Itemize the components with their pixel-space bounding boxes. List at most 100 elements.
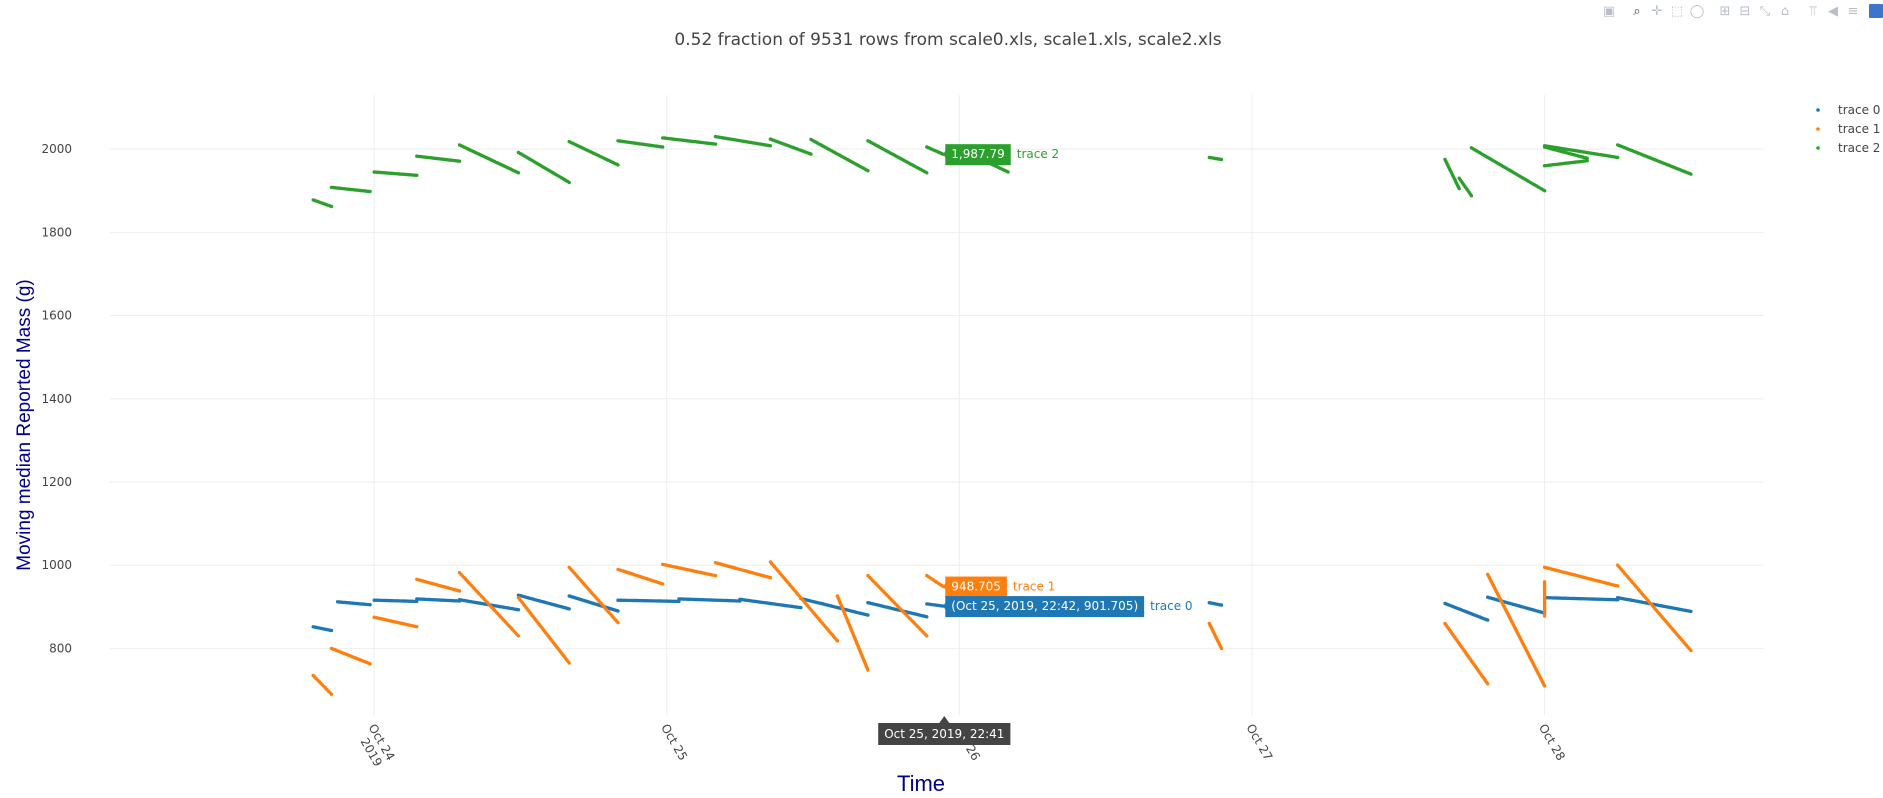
autoscale-icon[interactable]: ⤡ [1759, 3, 1771, 19]
hover-series-name: trace 1 [1013, 580, 1055, 594]
hover-series-name: trace 2 [1017, 147, 1059, 161]
data-point [1616, 155, 1620, 160]
hover-pointer [943, 601, 947, 612]
x-tick-label: Oct 28 [1536, 722, 1568, 764]
data-point [925, 615, 929, 619]
legend[interactable]: trace 0 trace 1 trace 2 [1816, 103, 1880, 155]
data-point [457, 159, 462, 163]
data-point [368, 603, 372, 607]
data-point [1616, 584, 1620, 588]
hover-compare-icon[interactable]: ≡ [1847, 3, 1859, 19]
data-point [329, 204, 334, 209]
lasso-select-icon[interactable]: ◯ [1689, 3, 1705, 19]
data-point [1486, 682, 1490, 686]
spike-lines-icon[interactable]: ⫪ [1809, 3, 1817, 19]
y-axis-title: Moving median Reported Mass (g) [14, 279, 35, 570]
data-point [1689, 172, 1693, 176]
data-point [567, 180, 571, 185]
modebar[interactable]: ▣ ⌕ ✛ ⬚ ◯ ⊞ ⊟ ⤡ ⌂ ⫪ ◀ ≡ [1591, 2, 1883, 20]
hover-box [945, 576, 1007, 598]
hover-box [945, 596, 1145, 618]
data-point [329, 628, 334, 633]
data-point [516, 608, 521, 612]
hover-value: (Oct 25, 2019, 22:42, 901.705) [951, 599, 1138, 613]
hover-labels: 1,987.79 trace 2 948.705 trace 1 (Oct 25, 20… [878, 144, 1193, 745]
hover-label: 948.705 trace 1 [943, 576, 1055, 598]
pan-icon[interactable]: ✛ [1651, 3, 1663, 19]
y-axis-ticks: 800 1000 1200 1400 1600 1800 2000 [41, 142, 72, 655]
data-points[interactable] [311, 134, 1693, 696]
legend-marker [1816, 127, 1820, 131]
data-point [415, 173, 419, 177]
modebar-group: ⊞ ⊟ ⤡ ⌂ [1715, 2, 1795, 20]
y-tick-label: 1600 [41, 309, 72, 323]
data-point [368, 662, 372, 666]
hover-x-pointer [939, 716, 950, 723]
data-point [1542, 684, 1547, 688]
legend-item[interactable]: trace 2 [1816, 141, 1880, 155]
legend-label: trace 2 [1838, 141, 1880, 155]
y-tick-label: 2000 [41, 142, 72, 156]
hover-value: 948.705 [951, 580, 1001, 594]
data-point [567, 661, 571, 665]
box-select-icon[interactable]: ⬚ [1670, 3, 1684, 19]
data-point [1689, 609, 1693, 614]
data-point [1006, 170, 1010, 174]
legend-item[interactable]: trace 1 [1816, 122, 1880, 136]
data-point [616, 163, 620, 167]
plotly-logo-icon[interactable] [1869, 4, 1883, 18]
legend-label: trace 1 [1838, 122, 1880, 136]
series-trace-2 [311, 134, 1693, 209]
zoom-out-icon[interactable]: ⊟ [1739, 3, 1751, 19]
data-point [677, 599, 681, 604]
legend-marker [1816, 108, 1820, 112]
hover-label: 1,987.79 trace 2 [943, 144, 1059, 166]
zoom-icon[interactable]: ⌕ [1633, 3, 1641, 19]
hover-label: (Oct 25, 2019, 22:42, 901.705) trace 0 [943, 596, 1193, 618]
data-point [1219, 646, 1224, 651]
data-point [925, 634, 929, 638]
data-point [809, 152, 813, 156]
data-point [329, 692, 334, 696]
hover-closest-icon[interactable]: ◀ [1828, 3, 1838, 19]
data-point [1219, 603, 1224, 607]
data-point [661, 582, 665, 586]
series-trace-0 [311, 593, 1693, 633]
home-icon[interactable]: ⌂ [1780, 3, 1790, 19]
x-axis-title: Time [897, 771, 945, 796]
data-point [516, 634, 521, 638]
legend-item[interactable]: trace 0 [1816, 103, 1880, 117]
data-point [925, 171, 929, 175]
y-tick-label: 1200 [41, 475, 72, 489]
hover-x-box [878, 723, 1011, 745]
hover-box [945, 144, 1011, 166]
data-point [1542, 164, 1547, 168]
data-point [1219, 157, 1224, 162]
data-point [1457, 186, 1461, 191]
data-point [866, 668, 870, 672]
chart-title: 0.52 fraction of 9531 rows from scale0.x… [674, 30, 1221, 50]
x-tick-label: Oct 25 [658, 722, 690, 764]
data-point [567, 607, 571, 611]
y-tick-label: 1800 [41, 225, 72, 239]
data-point [616, 609, 620, 613]
data-point [835, 639, 840, 643]
data-point [661, 145, 665, 149]
legend-label: trace 0 [1838, 103, 1880, 117]
series-trace-1 [311, 560, 1693, 696]
data-point [415, 599, 419, 604]
hover-pointer [943, 581, 947, 592]
y-tick-label: 800 [49, 641, 72, 655]
data-point [866, 169, 870, 173]
camera-icon[interactable]: ▣ [1602, 3, 1616, 19]
zoom-in-icon[interactable]: ⊞ [1719, 3, 1731, 19]
data-point [616, 620, 620, 625]
data-point [368, 189, 372, 194]
data-point [768, 144, 773, 148]
hover-x-value: Oct 25, 2019, 22:41 [884, 727, 1004, 741]
data-point [799, 605, 803, 610]
hover-x-label: Oct 25, 2019, 22:41 [878, 716, 1011, 745]
grid-lines [110, 95, 1764, 715]
data-point [713, 142, 718, 146]
data-point [713, 573, 718, 578]
